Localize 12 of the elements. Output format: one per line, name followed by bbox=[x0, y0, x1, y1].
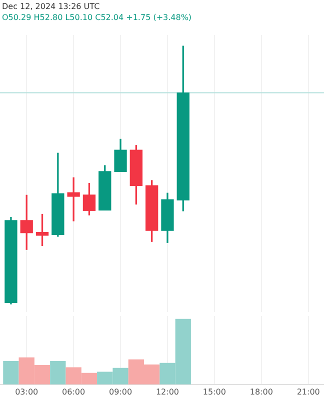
bar bbox=[50, 361, 66, 384]
x-tick-label: 03:00 bbox=[15, 387, 38, 396]
x-tick-label: 12:00 bbox=[156, 387, 180, 396]
chart-subtitle: O50.29 H52.80 L50.10 C52.04 +1.75 (+3.48%) bbox=[2, 13, 192, 22]
x-tick-label: 09:00 bbox=[108, 387, 132, 396]
x-tick-label: 06:00 bbox=[62, 387, 86, 396]
bar bbox=[3, 361, 19, 384]
x-tick-label: 21:00 bbox=[296, 387, 320, 396]
x-tick-label: 18:00 bbox=[250, 387, 273, 396]
candlestick bbox=[67, 177, 80, 222]
chart-title: Dec 12, 2024 13:26 UTC bbox=[2, 2, 100, 11]
x-tick-label: 15:00 bbox=[202, 387, 226, 396]
